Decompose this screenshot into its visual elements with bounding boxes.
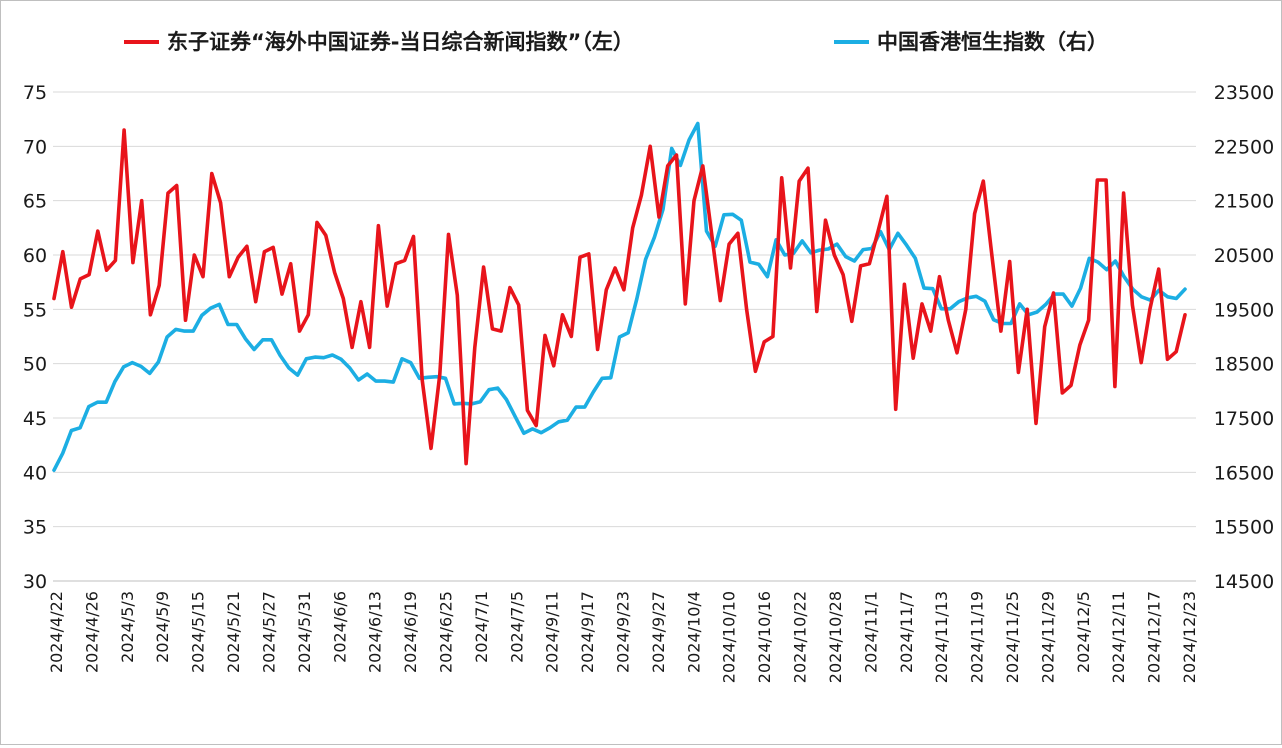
- y-left-tick-label: 55: [23, 299, 47, 321]
- x-tick-label: 2024/5/15: [189, 591, 208, 673]
- y-left-tick-label: 30: [23, 571, 47, 593]
- x-tick-label: 2024/6/13: [366, 591, 385, 673]
- x-tick-label: 2024/10/10: [720, 591, 739, 683]
- x-tick-label: 2024/10/22: [791, 591, 810, 683]
- y-right-tick-label: 19500: [1214, 299, 1274, 321]
- x-tick-label: 2024/12/23: [1180, 591, 1199, 683]
- y-left-tick-label: 45: [23, 408, 47, 430]
- x-tick-label: 2024/6/19: [401, 591, 420, 673]
- y-right-tick-label: 16500: [1214, 462, 1274, 484]
- y-left-tick-label: 50: [23, 354, 47, 376]
- legend-label-news-index: 东子证券“海外中国证券-当日综合新闻指数”（左）: [167, 30, 634, 54]
- y-left-tick-label: 65: [23, 191, 47, 213]
- x-tick-label: 2024/10/28: [826, 591, 845, 683]
- x-tick-label: 2024/5/21: [224, 591, 243, 673]
- x-tick-label: 2024/11/29: [1038, 591, 1057, 683]
- x-axis: 2024/4/22 2024/4/26 2024/5/3 2024/5/9 2024/5…: [47, 591, 1199, 683]
- x-tick-label: 2024/11/19: [968, 591, 987, 683]
- x-tick-label: 2024/6/25: [436, 591, 455, 673]
- y-right-tick-label: 15500: [1214, 517, 1274, 539]
- series-lines: [52, 121, 1187, 473]
- y-left-tick-label: 75: [23, 82, 47, 104]
- x-tick-label: 2024/4/22: [47, 591, 66, 673]
- x-tick-label: 2024/9/11: [543, 591, 562, 673]
- legend-label-hang-seng: 中国香港恒生指数（右）: [877, 30, 1108, 54]
- series-line-hang-seng: [52, 121, 1187, 473]
- y-axis-left: 30 35 40 45 50 55 60 65 70 75: [23, 82, 47, 593]
- x-tick-label: 2024/9/17: [578, 591, 597, 673]
- x-tick-label: 2024/10/4: [684, 591, 703, 673]
- x-tick-label: 2024/12/11: [1109, 591, 1128, 683]
- x-tick-label: 2024/11/25: [1003, 591, 1022, 683]
- x-tick-label: 2024/9/27: [649, 591, 668, 673]
- gridlines: [53, 91, 1196, 582]
- y-right-tick-label: 21500: [1214, 191, 1274, 213]
- x-tick-label: 2024/7/5: [507, 591, 526, 663]
- y-right-tick-label: 23500: [1214, 82, 1274, 104]
- y-left-tick-label: 35: [23, 517, 47, 539]
- x-tick-label: 2024/5/3: [118, 591, 137, 663]
- x-tick-label: 2024/11/1: [861, 591, 880, 673]
- legend: 东子证券“海外中国证券-当日综合新闻指数”（左） 中国香港恒生指数（右）: [124, 30, 1108, 54]
- x-tick-label: 2024/11/13: [932, 591, 951, 683]
- y-left-tick-label: 60: [23, 245, 47, 267]
- x-tick-label: 2024/6/6: [330, 591, 349, 663]
- y-right-tick-label: 14500: [1214, 571, 1274, 593]
- y-right-tick-label: 18500: [1214, 354, 1274, 376]
- y-right-tick-label: 20500: [1214, 245, 1274, 267]
- x-tick-label: 2024/10/16: [755, 591, 774, 683]
- series-line-news-index: [52, 128, 1187, 466]
- x-tick-label: 2024/12/5: [1074, 591, 1093, 673]
- x-tick-label: 2024/9/23: [614, 591, 633, 673]
- y-left-tick-label: 40: [23, 462, 47, 484]
- x-tick-label: 2024/5/9: [153, 591, 172, 663]
- x-tick-label: 2024/7/1: [472, 591, 491, 663]
- y-right-tick-label: 17500: [1214, 408, 1274, 430]
- x-tick-label: 2024/5/31: [295, 591, 314, 673]
- x-tick-label: 2024/5/27: [259, 591, 278, 673]
- y-right-tick-label: 22500: [1214, 136, 1274, 158]
- x-tick-label: 2024/4/26: [82, 591, 101, 673]
- y-left-tick-label: 70: [23, 136, 47, 158]
- y-axis-right: 14500 15500 16500 17500 18500 19500 20500 21500…: [1214, 82, 1274, 593]
- x-tick-label: 2024/11/7: [897, 591, 916, 673]
- x-tick-label: 2024/12/17: [1145, 591, 1164, 683]
